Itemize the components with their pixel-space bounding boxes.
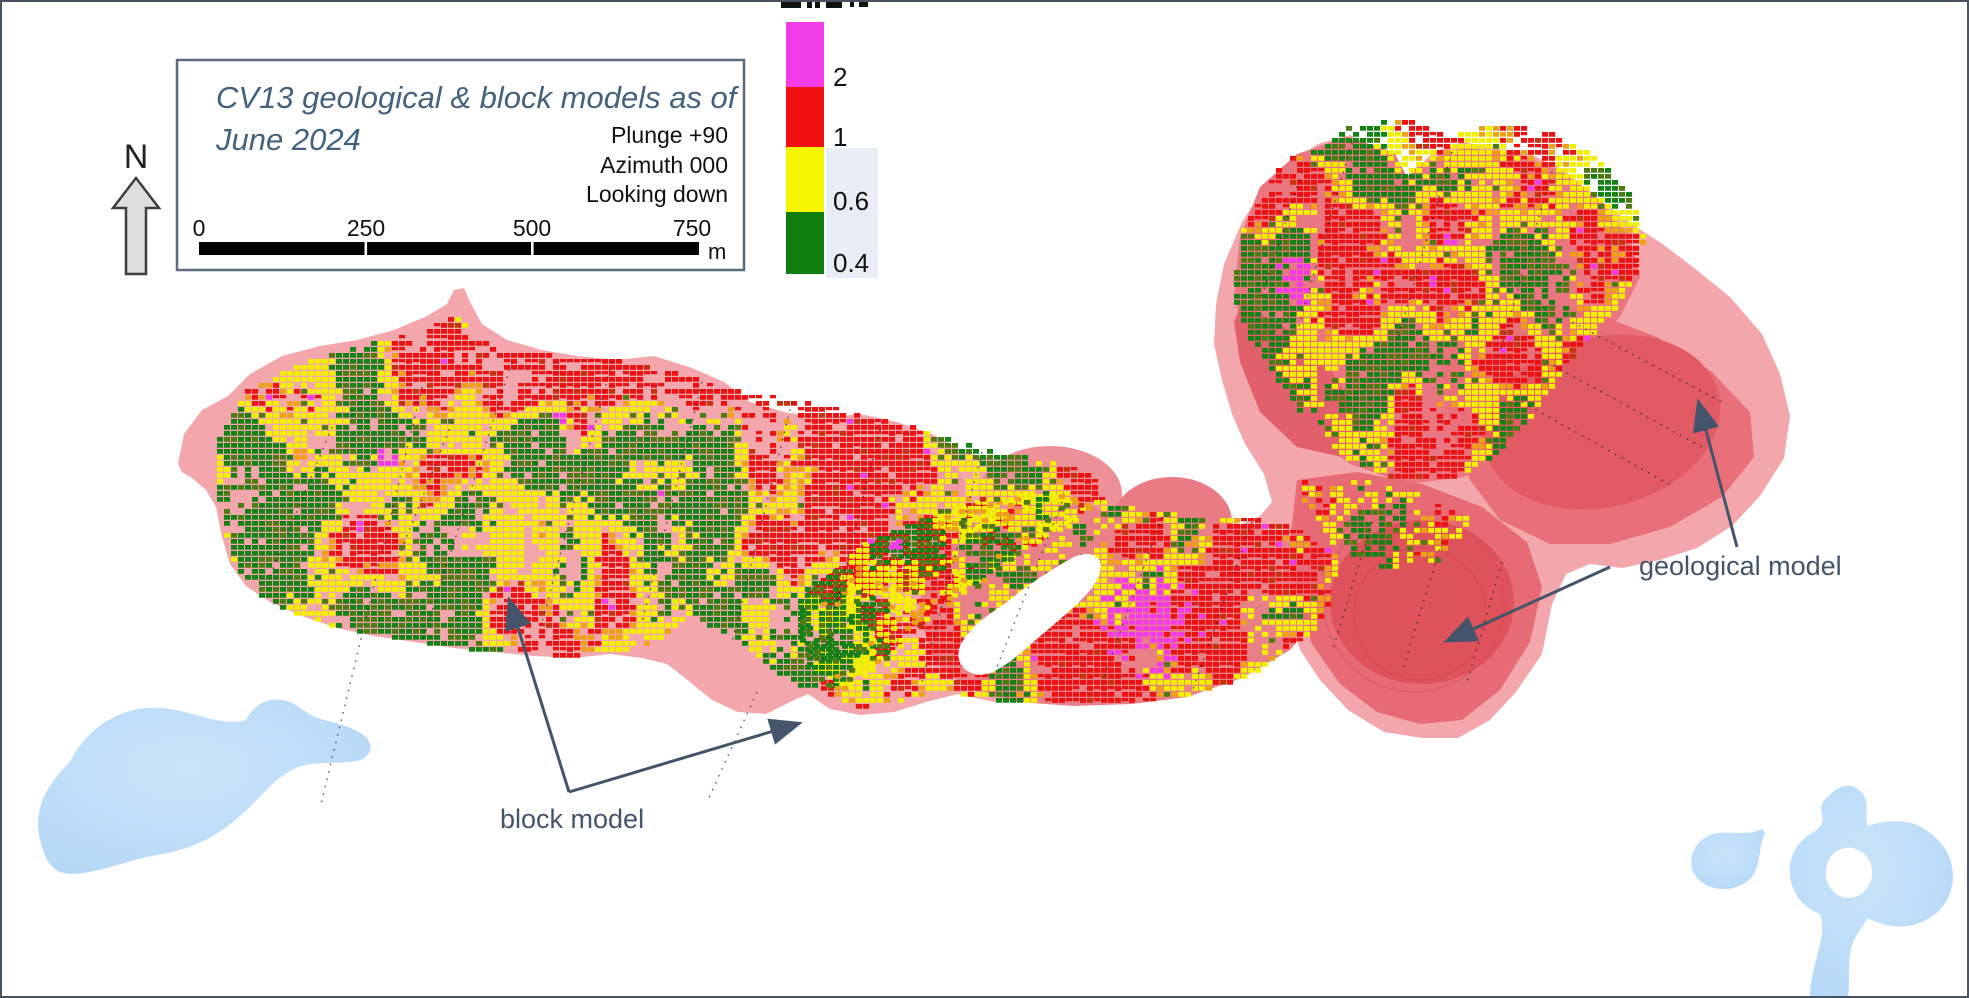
scale-bar: 0 250 500 750 m: [193, 215, 727, 264]
drill-trace: [1521, 401, 1675, 488]
block-model: [217, 120, 1647, 709]
north-arrow: N: [110, 138, 162, 276]
scale-bar-divider-2: [531, 242, 534, 255]
legend-label-0-4: 0.4: [833, 248, 869, 278]
geo-column-arc-1: [1353, 547, 1487, 681]
drill-trace: [821, 421, 883, 663]
legend-swatch-magenta: [786, 22, 824, 87]
figure-title-line2: June 2024: [215, 122, 361, 157]
legend-label-0-6: 0.6: [833, 186, 869, 216]
legend-swatch-yellow: [786, 147, 824, 212]
drill-trace: [1571, 321, 1723, 403]
drill-trace: [1396, 151, 1453, 343]
annotations: block model geological model: [500, 398, 1842, 834]
view-looking: Looking down: [586, 181, 728, 207]
scale-unit: m: [708, 239, 726, 264]
geological-model-arrow-down: [1443, 565, 1611, 643]
geo-column-core: [1330, 520, 1514, 684]
drill-trace: [731, 401, 793, 643]
view-plunge: Plunge +90: [611, 122, 728, 148]
title-box-border: [175, 58, 746, 272]
scale-tick-500: 500: [513, 215, 551, 241]
scale-tick-250: 250: [347, 215, 385, 241]
scale-bar-strip: [199, 242, 699, 255]
drill-trace: [921, 451, 983, 683]
block-model-arrow-right: [568, 718, 803, 794]
legend-label-1: 1: [833, 122, 847, 152]
drill-trace: [1296, 141, 1353, 333]
drill-trace: [641, 381, 703, 623]
drill-traces: [269, 141, 1723, 809]
geological-model-arrow-up: [1692, 398, 1739, 548]
legend-label-panel: [826, 148, 878, 278]
title-box: CV13 geological & block models as of Jun…: [175, 58, 746, 272]
geological-model-label: geological model: [1639, 551, 1842, 581]
block-model-label: block model: [500, 804, 644, 834]
legend-label-2: 2: [833, 62, 847, 92]
drill-trace: [1496, 171, 1553, 363]
block-model-arrow-left: [505, 596, 571, 793]
lake-west: [38, 699, 371, 874]
north-arrow-icon: [110, 175, 162, 276]
scale-bar-divider-1: [364, 242, 368, 255]
north-label: N: [124, 138, 149, 176]
lake-southeast-ring: [1789, 785, 1953, 996]
view-azimuth: Azimuth 000: [600, 152, 728, 178]
scale-tick-750: 750: [673, 215, 711, 241]
legend: 2 1 0.6 0.4: [781, 2, 878, 278]
figure-title-line1: CV13 geological & block models as of: [216, 80, 740, 115]
scale-tick-0: 0: [193, 215, 206, 241]
block-cells: [217, 126, 1647, 703]
legend-swatch-green: [786, 212, 824, 274]
geo-white-gap: [958, 553, 1101, 675]
legend-swatch-red: [786, 87, 824, 147]
lakes: [38, 699, 1953, 996]
legend-clipped-text: [781, 2, 868, 8]
lake-southeast-small: [1691, 829, 1765, 890]
